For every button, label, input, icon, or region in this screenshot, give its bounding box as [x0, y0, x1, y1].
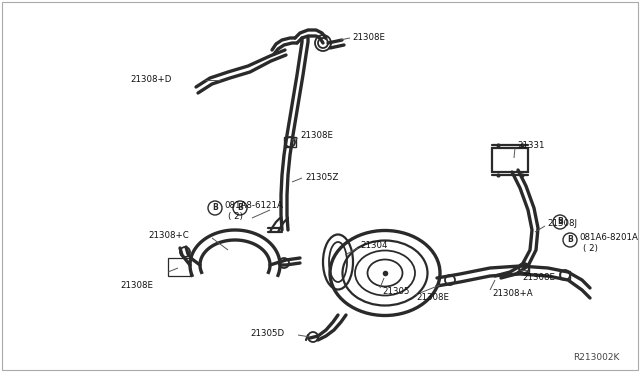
Bar — [284, 137, 296, 147]
Text: B: B — [557, 218, 563, 227]
Text: R213002K: R213002K — [573, 353, 620, 362]
Text: B: B — [212, 203, 218, 212]
Text: 081A6-8201A: 081A6-8201A — [579, 232, 638, 241]
Text: 21308+C: 21308+C — [148, 231, 189, 241]
Text: 21305: 21305 — [382, 288, 410, 296]
Text: 21308E: 21308E — [522, 273, 555, 282]
Text: 21308E: 21308E — [352, 32, 385, 42]
Bar — [492, 148, 528, 172]
Text: ( 2): ( 2) — [228, 212, 243, 221]
Text: 081A8-6121A: 081A8-6121A — [224, 201, 283, 209]
Text: 21308J: 21308J — [547, 219, 577, 228]
Text: 21305D: 21305D — [250, 330, 284, 339]
Text: 21308+D: 21308+D — [130, 76, 172, 84]
Text: 21304: 21304 — [360, 241, 387, 250]
Text: 21308E: 21308E — [416, 292, 449, 301]
Bar — [168, 258, 190, 276]
Text: 21308E: 21308E — [120, 280, 153, 289]
Text: 21305Z: 21305Z — [305, 173, 339, 182]
Text: 21308+A: 21308+A — [492, 289, 532, 298]
Text: ( 2): ( 2) — [583, 244, 598, 253]
Bar — [519, 264, 529, 272]
Text: B: B — [567, 235, 573, 244]
Text: B: B — [237, 203, 243, 212]
Bar — [560, 271, 570, 279]
Text: 21308E: 21308E — [300, 131, 333, 141]
Text: 21331: 21331 — [517, 141, 545, 151]
